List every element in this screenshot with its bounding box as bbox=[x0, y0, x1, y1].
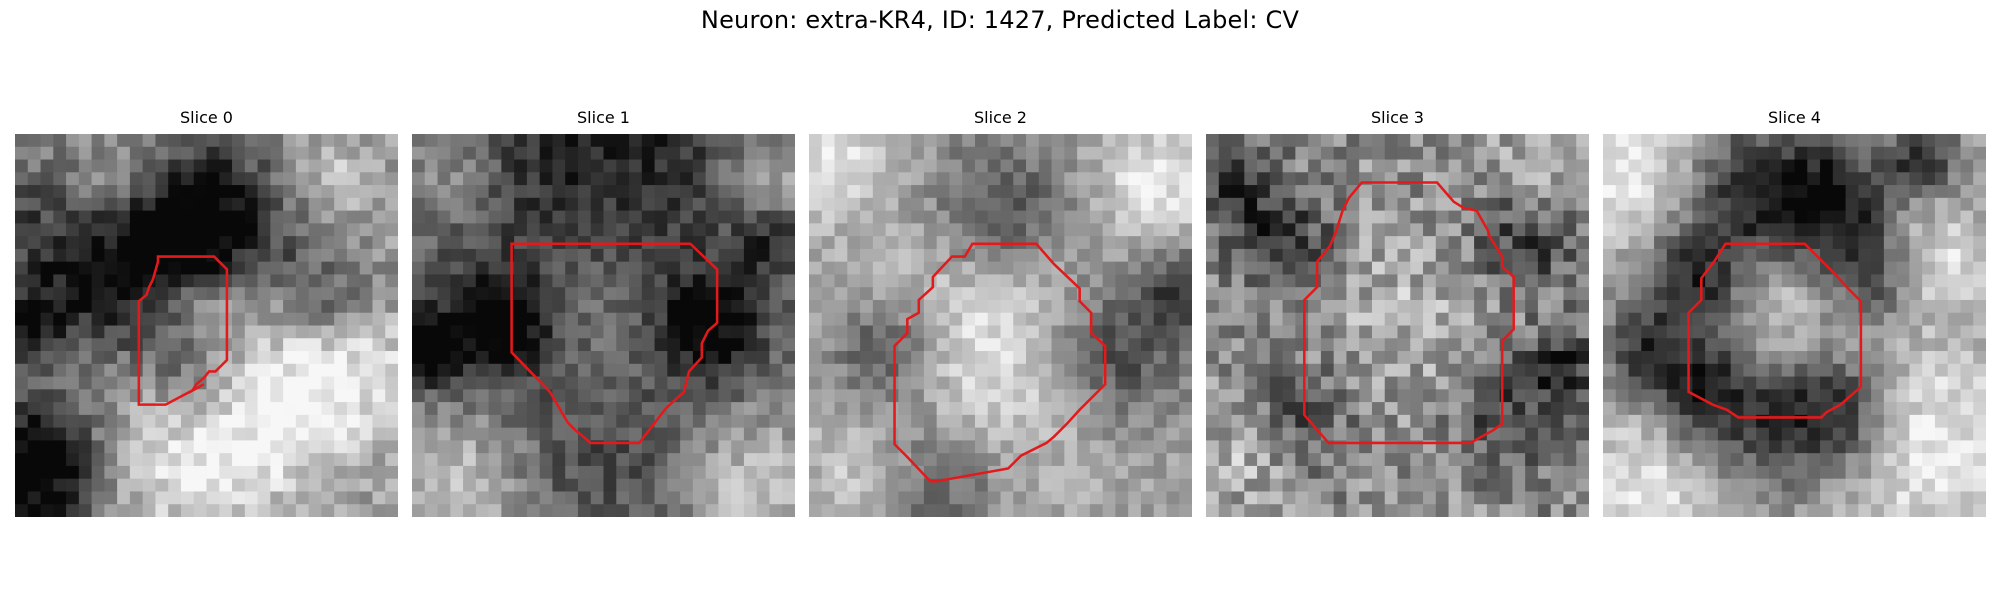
slice-image bbox=[809, 134, 1192, 517]
slice-image bbox=[1603, 134, 1986, 517]
slice-image bbox=[1206, 134, 1589, 517]
slice-title: Slice 3 bbox=[1371, 108, 1424, 127]
slice-title: Slice 4 bbox=[1768, 108, 1821, 127]
slice-title: Slice 2 bbox=[974, 108, 1027, 127]
slice-image bbox=[15, 134, 398, 517]
segmentation-contour bbox=[1303, 181, 1515, 445]
segmentation-contour bbox=[1687, 242, 1863, 419]
slice-image bbox=[412, 134, 795, 517]
segmentation-contour bbox=[137, 255, 229, 406]
segmentation-contour bbox=[510, 242, 719, 445]
slice-title: Slice 0 bbox=[180, 108, 233, 127]
pixel-grid bbox=[1206, 134, 1589, 517]
pixel-grid bbox=[809, 134, 1192, 517]
segmentation-contour bbox=[893, 242, 1107, 483]
pixel-grid bbox=[15, 134, 398, 517]
figure-title: Neuron: extra-KR4, ID: 1427, Predicted L… bbox=[700, 6, 1300, 34]
pixel-grid bbox=[1603, 134, 1986, 517]
pixel-grid bbox=[412, 134, 795, 517]
slice-title: Slice 1 bbox=[577, 108, 630, 127]
